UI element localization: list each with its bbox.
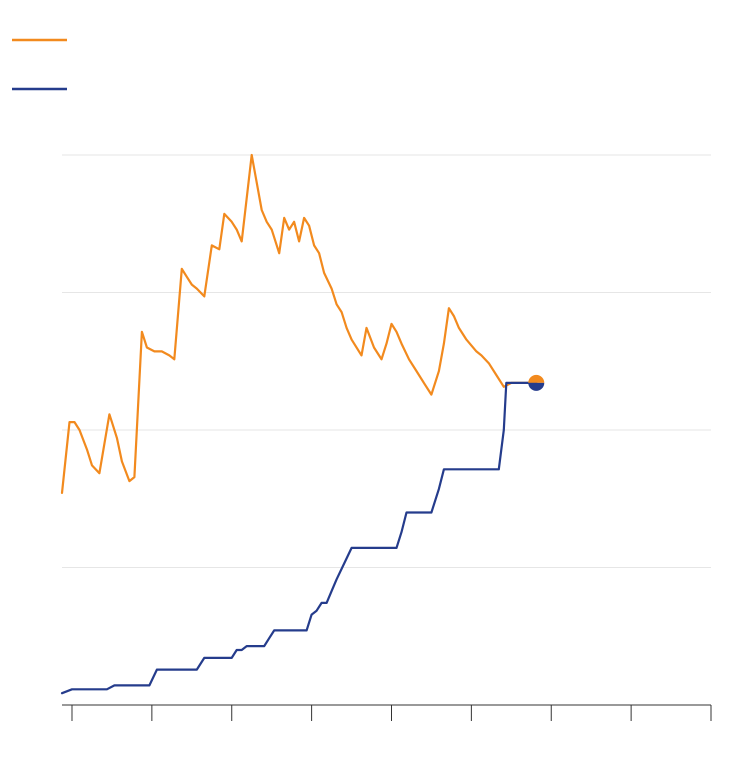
series-line-blue: [60, 381, 538, 695]
end-marker-blue: [528, 382, 545, 391]
legend: [12, 38, 67, 91]
end-marker-orange: [528, 374, 545, 383]
x-axis: [62, 704, 712, 721]
gridlines: [62, 154, 711, 568]
series-line-orange: [60, 153, 538, 494]
end-markers: [528, 374, 545, 391]
series-layer: [60, 153, 538, 695]
